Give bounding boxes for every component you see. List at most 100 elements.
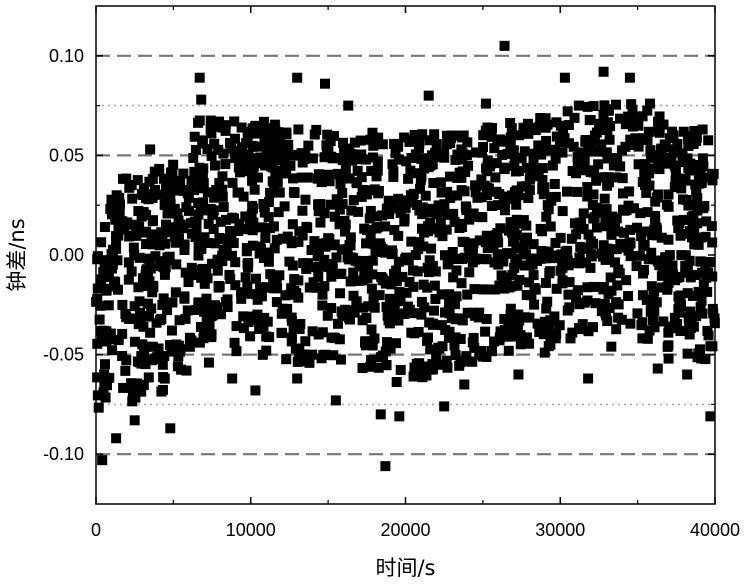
data-point — [171, 237, 182, 248]
data-point — [258, 116, 269, 127]
data-point — [551, 131, 562, 142]
data-point — [98, 387, 109, 398]
data-point-outlier — [682, 369, 693, 380]
data-point — [269, 155, 280, 166]
data-point — [234, 218, 245, 229]
data-point — [656, 232, 667, 243]
data-point — [457, 221, 468, 232]
data-point — [225, 137, 236, 148]
data-point — [521, 290, 532, 301]
data-point-outlier — [439, 401, 450, 412]
data-point — [293, 275, 304, 286]
data-point — [446, 332, 457, 343]
data-point — [492, 249, 503, 260]
data-point — [574, 299, 585, 310]
data-point — [410, 249, 421, 260]
data-point — [393, 315, 404, 326]
data-point — [451, 265, 462, 276]
data-point — [251, 289, 262, 300]
data-point — [707, 303, 718, 314]
data-point — [656, 149, 667, 160]
data-point — [122, 217, 133, 228]
data-point — [168, 159, 179, 170]
data-point — [259, 125, 270, 136]
data-point — [578, 154, 589, 165]
data-point-outlier — [663, 353, 674, 364]
data-point — [557, 275, 568, 286]
data-point — [159, 269, 170, 280]
data-point — [476, 345, 487, 356]
data-point — [516, 181, 527, 192]
data-point — [682, 288, 693, 299]
data-point — [462, 137, 473, 148]
data-point — [615, 113, 626, 124]
data-point — [374, 290, 385, 301]
data-point — [372, 211, 383, 222]
data-point — [220, 297, 231, 308]
data-point — [416, 171, 427, 182]
data-point — [496, 270, 507, 281]
data-point — [112, 255, 123, 266]
data-point — [664, 250, 675, 261]
data-point — [213, 144, 224, 155]
data-point — [666, 154, 677, 165]
data-point — [623, 111, 634, 122]
data-point — [468, 208, 479, 219]
data-point — [236, 293, 247, 304]
y-tick-label: 0.05 — [49, 145, 84, 165]
data-point — [367, 127, 378, 138]
data-point — [393, 256, 404, 267]
data-point — [337, 309, 348, 320]
data-point — [194, 162, 205, 173]
data-point — [600, 307, 611, 318]
data-point — [638, 268, 649, 279]
data-point — [297, 205, 308, 216]
data-point — [244, 166, 255, 177]
data-point — [467, 337, 478, 348]
data-point — [536, 149, 547, 160]
data-point — [505, 303, 516, 314]
data-point — [136, 188, 147, 199]
data-point — [110, 214, 121, 225]
data-point — [507, 270, 518, 281]
data-point — [215, 216, 226, 227]
data-point — [390, 338, 401, 349]
data-point — [293, 236, 304, 247]
data-point — [302, 172, 313, 183]
data-point — [188, 270, 199, 281]
data-point — [173, 351, 184, 362]
data-point — [165, 176, 176, 187]
data-point — [314, 261, 325, 272]
data-point — [505, 138, 516, 149]
data-point — [259, 133, 270, 144]
data-point — [685, 272, 696, 283]
data-point-outlier — [261, 345, 272, 356]
data-point — [384, 318, 395, 329]
data-point — [164, 251, 175, 262]
data-point — [611, 324, 622, 335]
data-point-outlier — [480, 98, 491, 109]
data-point — [372, 165, 383, 176]
data-point — [524, 277, 535, 288]
data-point — [499, 162, 510, 173]
data-point — [617, 173, 628, 184]
data-point — [454, 360, 465, 371]
data-point — [164, 184, 175, 195]
data-point — [455, 333, 466, 344]
x-axis-title: 时间/s — [375, 556, 435, 580]
data-point — [264, 247, 275, 258]
data-point — [642, 333, 653, 344]
data-point — [697, 153, 708, 164]
data-point — [288, 323, 299, 334]
data-point — [667, 269, 678, 280]
data-point — [132, 175, 143, 186]
data-point — [680, 261, 691, 272]
data-point — [511, 199, 522, 210]
data-point — [408, 188, 419, 199]
data-point — [582, 181, 593, 192]
data-point — [456, 185, 467, 196]
data-point — [214, 178, 225, 189]
data-point — [661, 158, 672, 169]
data-point — [702, 325, 713, 336]
data-point — [503, 345, 514, 356]
